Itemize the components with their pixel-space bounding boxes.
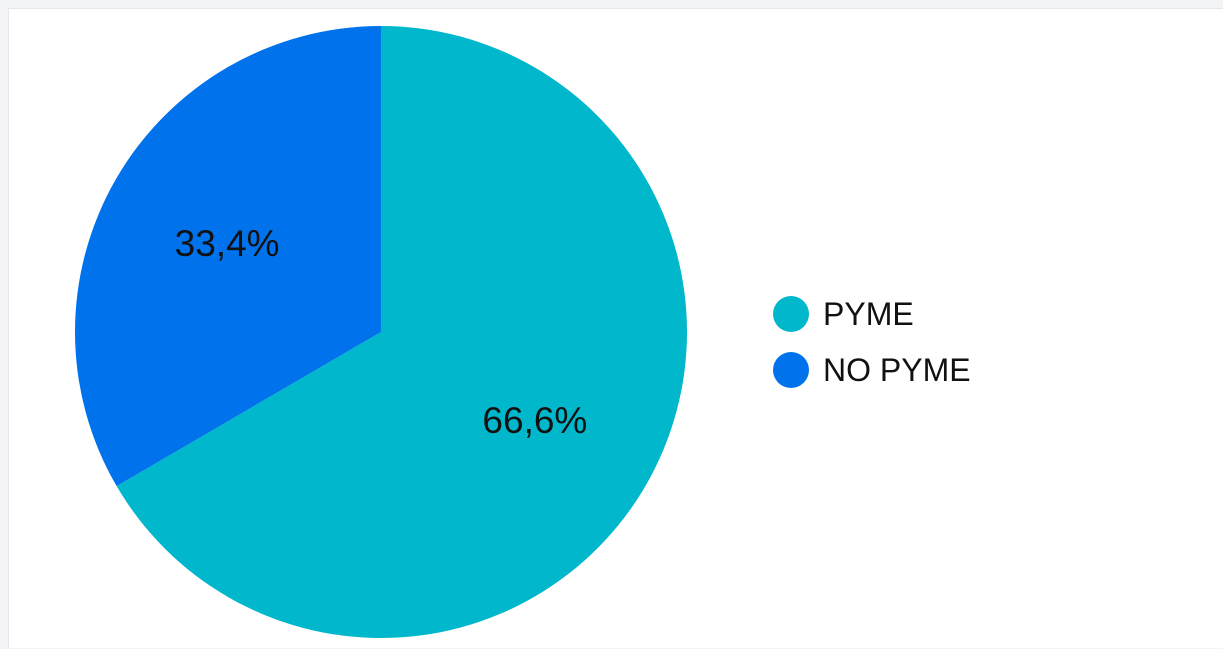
pie-label-no-pyme: 33,4% <box>175 223 280 264</box>
pie-slice-no-pyme[interactable] <box>75 26 381 487</box>
legend-item-no-pyme[interactable]: NO PYME <box>773 342 971 398</box>
chart-legend: PYME NO PYME <box>773 286 971 398</box>
legend-label: PYME <box>823 295 914 332</box>
chart-card: 66,6% 33,4% PYME NO PYME <box>8 8 1223 648</box>
pie-slice-pyme[interactable] <box>116 26 688 638</box>
pie-slices <box>75 26 688 638</box>
legend-swatch-pyme <box>773 296 809 332</box>
legend-item-pyme[interactable]: PYME <box>773 286 971 342</box>
legend-swatch-no-pyme <box>773 352 809 388</box>
pie-labels: 66,6% 33,4% <box>175 223 588 441</box>
pie-label-pyme: 66,6% <box>482 400 587 441</box>
legend-label: NO PYME <box>823 351 971 388</box>
pie-chart: 66,6% 33,4% <box>75 26 688 638</box>
